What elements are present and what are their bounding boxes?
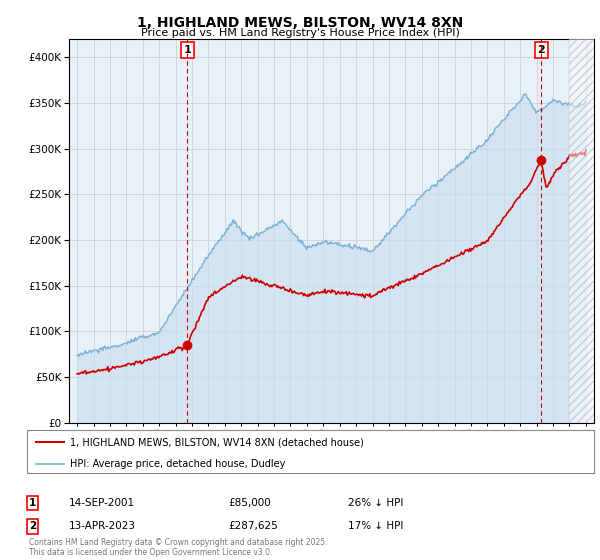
Text: 1, HIGHLAND MEWS, BILSTON, WV14 8XN: 1, HIGHLAND MEWS, BILSTON, WV14 8XN [137, 16, 463, 30]
Text: 1: 1 [184, 45, 191, 55]
Text: 1: 1 [29, 498, 36, 508]
Text: 2: 2 [537, 45, 545, 55]
Text: Price paid vs. HM Land Registry's House Price Index (HPI): Price paid vs. HM Land Registry's House … [140, 28, 460, 38]
Text: Contains HM Land Registry data © Crown copyright and database right 2025.
This d: Contains HM Land Registry data © Crown c… [29, 538, 328, 557]
Text: 14-SEP-2001: 14-SEP-2001 [69, 498, 135, 508]
Text: 13-APR-2023: 13-APR-2023 [69, 521, 136, 531]
Text: 2: 2 [29, 521, 36, 531]
Text: 1, HIGHLAND MEWS, BILSTON, WV14 8XN (detached house): 1, HIGHLAND MEWS, BILSTON, WV14 8XN (det… [70, 437, 364, 447]
Text: 17% ↓ HPI: 17% ↓ HPI [348, 521, 403, 531]
Text: £287,625: £287,625 [228, 521, 278, 531]
Text: HPI: Average price, detached house, Dudley: HPI: Average price, detached house, Dudl… [70, 459, 285, 469]
Text: £85,000: £85,000 [228, 498, 271, 508]
Text: 26% ↓ HPI: 26% ↓ HPI [348, 498, 403, 508]
